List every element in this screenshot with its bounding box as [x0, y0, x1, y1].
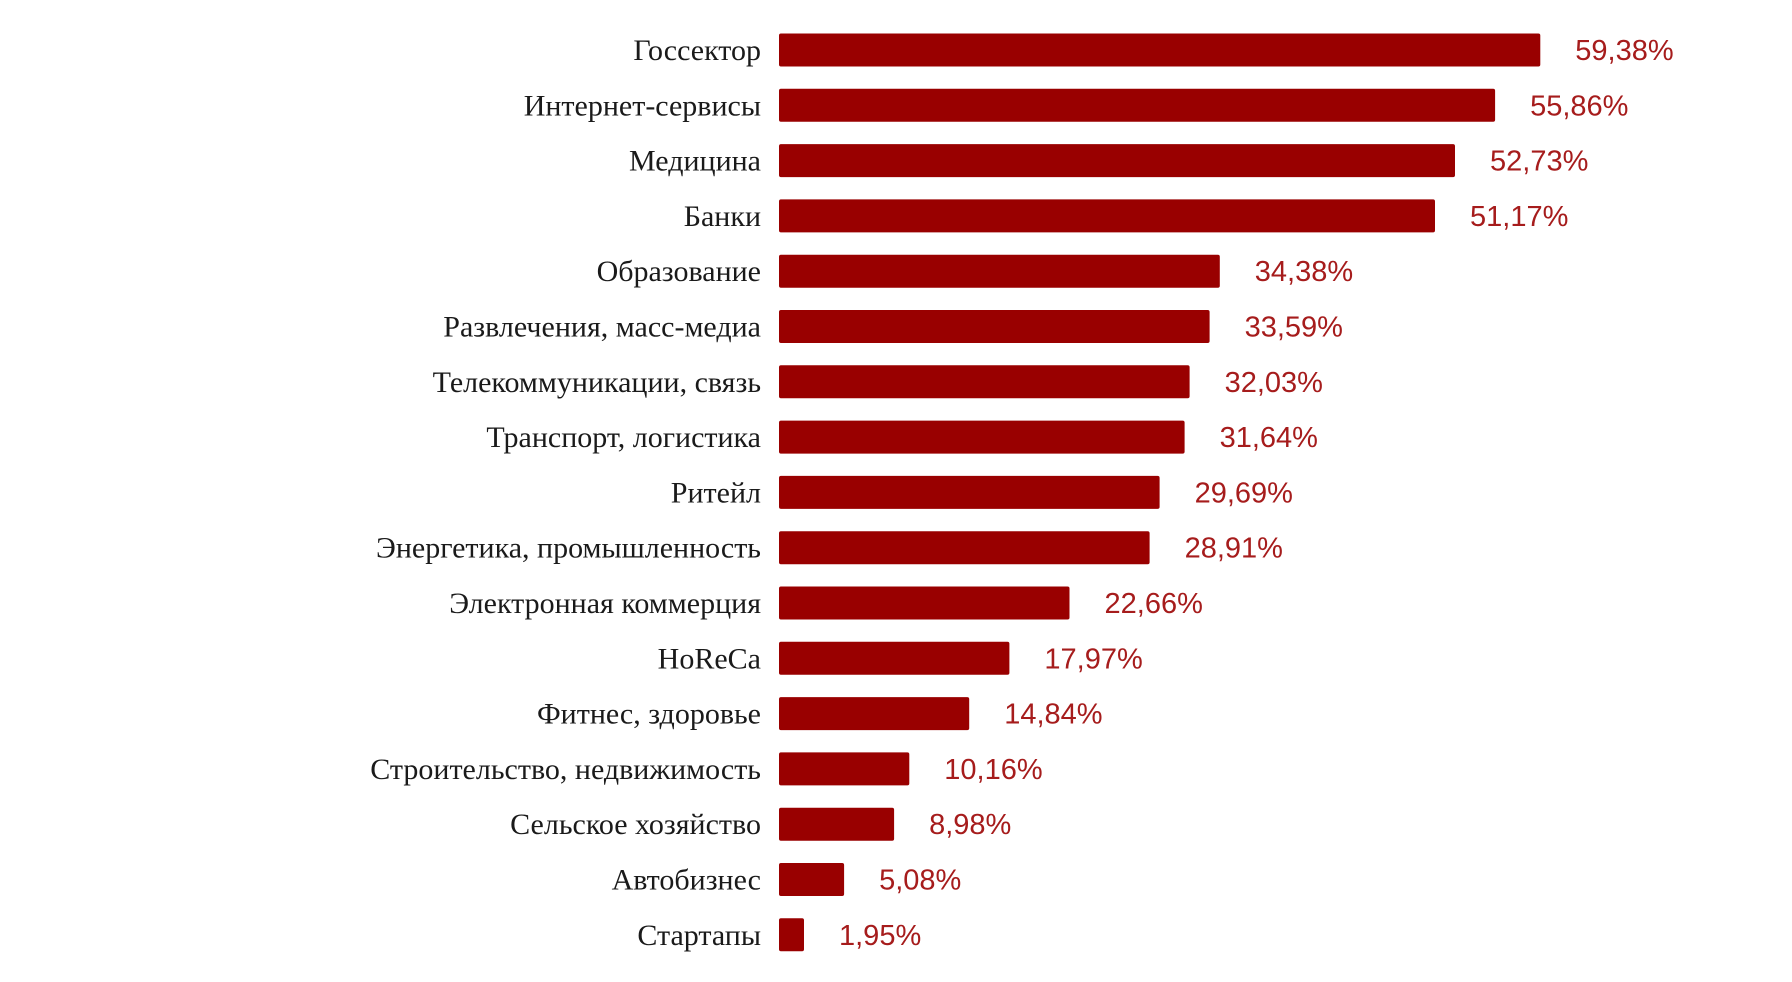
category-label: Фитнес, здоровье	[537, 698, 761, 731]
bar	[779, 641, 1010, 675]
value-label: 10,16%	[944, 754, 1042, 786]
category-label: Электронная коммерция	[449, 587, 761, 620]
value-label: 14,84%	[1004, 699, 1102, 731]
value-label: 8,98%	[929, 809, 1011, 841]
value-label: 22,66%	[1105, 588, 1203, 620]
category-label: Госсектор	[633, 34, 761, 67]
category-label: Медицина	[629, 145, 761, 178]
category-label: Стартапы	[637, 919, 761, 952]
category-label: Строительство, недвижимость	[370, 753, 761, 786]
category-label: Энергетика, промышленность	[376, 532, 761, 565]
bar	[779, 254, 1220, 288]
bar	[779, 310, 1210, 343]
value-label: 29,69%	[1195, 477, 1293, 509]
bar	[779, 88, 1496, 122]
bar	[779, 475, 1160, 509]
value-label: 51,17%	[1470, 201, 1568, 233]
bar	[779, 863, 845, 896]
value-label: 55,86%	[1530, 90, 1628, 122]
category-label: Автобизнес	[612, 864, 761, 897]
value-label: 52,73%	[1490, 146, 1588, 178]
bar	[779, 586, 1070, 620]
category-labels-layer: Госсектор Интернет-сервисы Медицина Банки Об…	[370, 34, 761, 952]
value-label: 34,38%	[1255, 256, 1353, 288]
value-label: 28,91%	[1185, 533, 1283, 565]
bar	[779, 697, 970, 731]
bar	[779, 420, 1185, 454]
value-label: 5,08%	[879, 865, 961, 897]
bar	[779, 531, 1150, 565]
bars-layer	[779, 33, 1541, 952]
bar	[779, 33, 1541, 67]
category-label: Сельское хозяйство	[510, 808, 761, 841]
value-labels-layer: 59,38% 55,86% 52,73% 51,17% 34,38% 33,59% 32,0…	[839, 35, 1674, 952]
value-label: 31,64%	[1220, 422, 1318, 454]
category-label: Развлечения, масс-медиа	[443, 311, 761, 344]
category-label: Интернет-сервисы	[524, 89, 761, 122]
value-label: 1,95%	[839, 920, 921, 952]
bar	[779, 918, 804, 952]
bar	[779, 365, 1190, 399]
bar	[779, 199, 1435, 233]
bar	[779, 144, 1455, 178]
value-label: 59,38%	[1575, 35, 1673, 67]
category-label: Телекоммуникации, связь	[433, 366, 761, 399]
value-label: 32,03%	[1225, 367, 1323, 399]
category-label: HoReCa	[658, 642, 761, 675]
bar	[779, 752, 910, 786]
category-label: Образование	[597, 255, 761, 288]
bar	[779, 807, 895, 841]
value-label: 33,59%	[1245, 312, 1343, 344]
category-label: Банки	[684, 200, 761, 233]
category-label: Ритейл	[671, 476, 761, 509]
category-label: Транспорт, логистика	[486, 421, 761, 454]
value-label: 17,97%	[1044, 643, 1142, 675]
